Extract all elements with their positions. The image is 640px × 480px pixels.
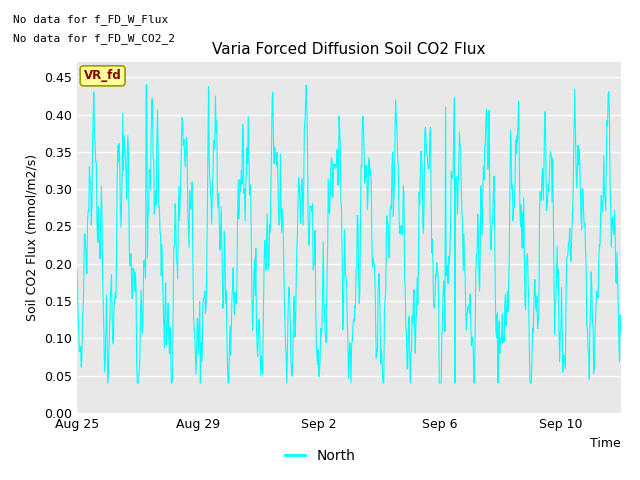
Legend: North: North — [279, 443, 361, 468]
Y-axis label: Soil CO2 Flux (mmol/m2/s): Soil CO2 Flux (mmol/m2/s) — [26, 154, 38, 321]
Text: No data for f_FD_W_Flux: No data for f_FD_W_Flux — [13, 13, 168, 24]
Title: Varia Forced Diffusion Soil CO2 Flux: Varia Forced Diffusion Soil CO2 Flux — [212, 42, 486, 57]
Text: Time: Time — [590, 437, 621, 450]
Text: VR_fd: VR_fd — [84, 69, 122, 83]
Text: No data for f_FD_W_CO2_2: No data for f_FD_W_CO2_2 — [13, 33, 175, 44]
